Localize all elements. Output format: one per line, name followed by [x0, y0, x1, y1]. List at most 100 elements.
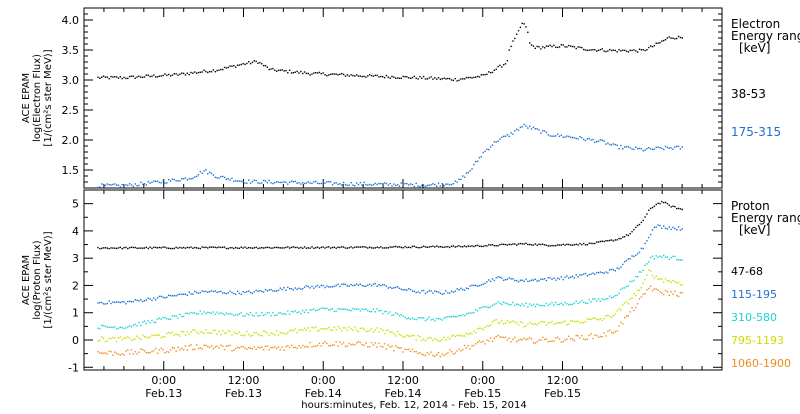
data-point: [367, 346, 369, 348]
data-point: [350, 309, 352, 312]
data-point: [616, 267, 618, 269]
data-point: [424, 78, 427, 80]
data-point: [315, 326, 317, 328]
data-point: [672, 255, 674, 258]
data-point: [655, 146, 657, 149]
data-point: [605, 315, 607, 317]
data-point: [651, 45, 654, 48]
data-point: [512, 301, 514, 304]
data-point: [618, 268, 620, 270]
data-point: [240, 312, 242, 314]
data-point: [447, 336, 449, 339]
data-point: [195, 247, 198, 249]
data-point: [662, 148, 665, 151]
data-point: [328, 326, 330, 329]
data-point: [605, 240, 607, 242]
data-point: [514, 279, 516, 282]
data-point: [504, 135, 507, 137]
data-point: [168, 178, 170, 181]
data-point: [400, 246, 403, 249]
data-point: [404, 316, 406, 319]
data-point: [296, 311, 298, 314]
data-point: [396, 246, 399, 248]
data-point: [623, 146, 626, 148]
data-point: [603, 50, 605, 52]
data-point: [220, 175, 222, 178]
data-point: [590, 49, 592, 51]
data-point: [672, 226, 674, 229]
data-point: [625, 300, 628, 303]
data-point: [393, 183, 395, 185]
data-point: [136, 299, 138, 302]
data-point: [584, 139, 587, 142]
data-point: [253, 315, 255, 317]
data-point: [171, 74, 174, 76]
data-point: [521, 22, 523, 25]
data-point: [584, 49, 587, 51]
data-point: [166, 332, 168, 335]
data-point: [475, 245, 477, 247]
data-point: [486, 245, 488, 247]
data-point: [164, 336, 166, 338]
data-point: [119, 301, 122, 304]
data-point: [596, 334, 598, 337]
data-point: [400, 182, 403, 184]
data-point: [510, 341, 512, 343]
data-point: [402, 289, 404, 291]
data-point: [337, 283, 339, 286]
data-point: [512, 40, 514, 42]
data-point: [571, 338, 574, 340]
data-point: [629, 49, 631, 52]
data-point: [411, 76, 414, 79]
data-point: [521, 126, 523, 128]
data-point: [395, 245, 397, 248]
data-point: [277, 346, 280, 348]
data-point: [635, 146, 637, 148]
data-point: [143, 350, 146, 352]
data-point: [462, 335, 464, 337]
data-point: [655, 255, 657, 257]
data-point: [348, 75, 350, 77]
data-point: [417, 246, 419, 249]
data-point: [188, 333, 190, 336]
data-point: [218, 246, 220, 248]
data-point: [448, 292, 451, 294]
data-point: [415, 318, 417, 321]
data-point: [523, 123, 525, 126]
data-point: [186, 246, 189, 249]
data-point: [523, 337, 525, 339]
data-point: [430, 184, 432, 186]
data-point: [292, 72, 295, 74]
data-point: [292, 246, 295, 248]
data-point: [238, 313, 241, 315]
data-point: [517, 29, 520, 32]
legend-entry: 795-1193: [731, 334, 784, 347]
data-point: [195, 313, 198, 315]
data-point: [328, 286, 330, 288]
data-point: [154, 180, 157, 183]
data-point: [123, 354, 125, 356]
data-point: [649, 45, 652, 47]
data-point: [502, 243, 505, 246]
data-point: [493, 244, 496, 247]
data-point: [143, 247, 146, 249]
data-point: [329, 328, 332, 331]
data-point: [532, 279, 535, 281]
data-point: [653, 277, 656, 279]
data-point: [666, 202, 669, 205]
data-point: [352, 247, 354, 249]
data-point: [255, 179, 257, 182]
data-point: [154, 347, 157, 350]
data-point: [636, 51, 639, 53]
data-point: [270, 314, 272, 317]
data-point: [342, 327, 345, 329]
data-point: [140, 181, 142, 183]
data-point: [476, 160, 479, 162]
data-point: [430, 290, 432, 292]
data-point: [119, 246, 122, 248]
data-point: [649, 148, 652, 150]
data-point: [296, 288, 298, 291]
data-point: [463, 314, 466, 317]
data-point: [454, 77, 456, 80]
data-point: [447, 292, 449, 294]
